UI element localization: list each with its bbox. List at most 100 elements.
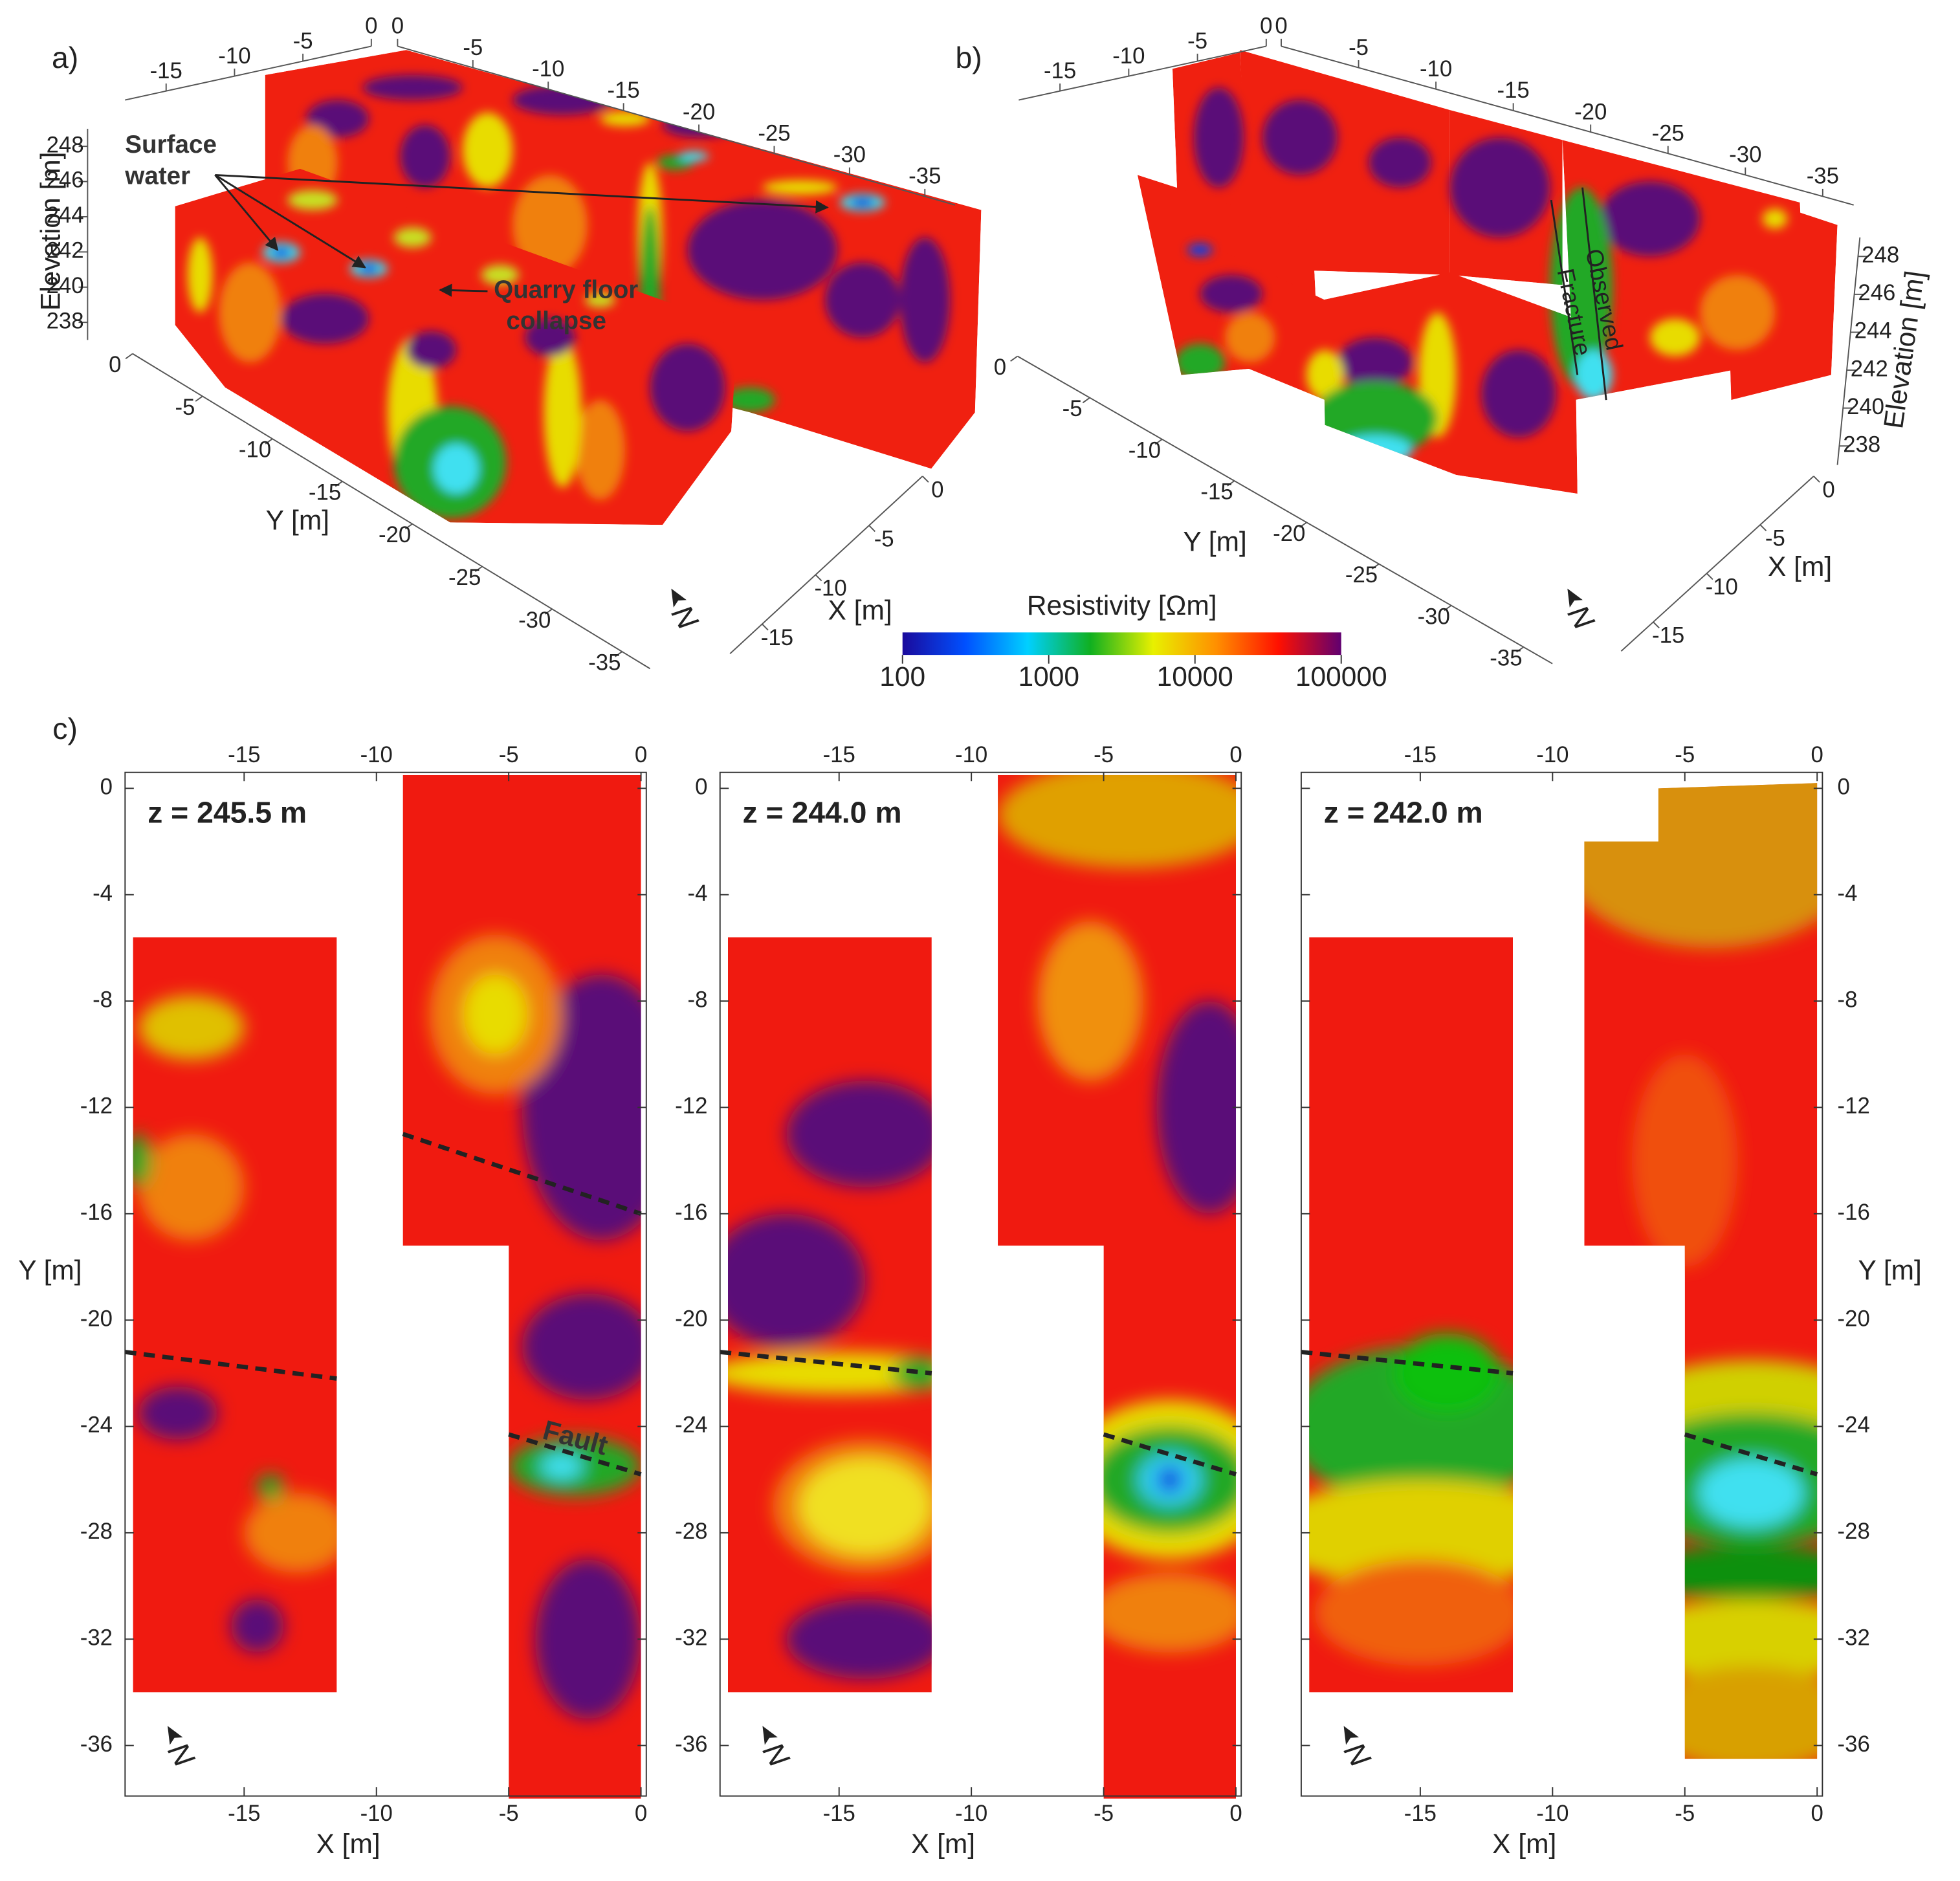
field-blob bbox=[1600, 181, 1701, 256]
tick-label: -10 bbox=[1706, 575, 1738, 600]
y-tick-label: -12 bbox=[675, 1094, 707, 1119]
field-blob bbox=[600, 111, 650, 127]
tick-label: 248 bbox=[1862, 243, 1899, 267]
y-tick-label: -28 bbox=[675, 1519, 707, 1544]
tick-mark bbox=[868, 525, 875, 533]
field-blob bbox=[824, 262, 900, 338]
tick-mark bbox=[544, 608, 553, 615]
tick-mark bbox=[1010, 355, 1019, 362]
tick-label: -35 bbox=[1807, 164, 1839, 189]
plot-frame bbox=[719, 771, 1242, 1797]
field-blobs bbox=[133, 934, 641, 1719]
annotation-arrow bbox=[214, 174, 279, 251]
field-blob bbox=[1262, 100, 1338, 175]
tick-label: 0 bbox=[1822, 478, 1834, 502]
annotation-arrow bbox=[214, 174, 366, 269]
tick-mark bbox=[265, 438, 273, 445]
tick-mark bbox=[1759, 524, 1767, 531]
field-blob bbox=[1312, 381, 1438, 457]
tick-label: -5 bbox=[1765, 526, 1785, 551]
field-blob bbox=[138, 1386, 218, 1440]
fault-line bbox=[720, 1350, 932, 1376]
y-tick-label: -20 bbox=[1838, 1306, 1870, 1331]
y-tick-label: -16 bbox=[1838, 1200, 1870, 1225]
field-blob bbox=[1309, 1479, 1580, 1587]
field-blob bbox=[725, 387, 775, 413]
x-tick-label: -10 bbox=[1536, 743, 1569, 767]
y-tick-label: 0 bbox=[695, 775, 707, 800]
tick-mark bbox=[614, 651, 622, 657]
axis-line bbox=[1836, 237, 1861, 465]
y-tick-label: 0 bbox=[100, 775, 113, 800]
field-blob bbox=[400, 125, 450, 188]
y-tick-label: -28 bbox=[80, 1519, 113, 1544]
field-blob bbox=[1200, 274, 1263, 313]
field-blob bbox=[219, 262, 281, 363]
tick-label: -20 bbox=[1574, 100, 1607, 124]
panel-label: c) bbox=[52, 712, 78, 745]
x-tick-label: -15 bbox=[1404, 743, 1437, 767]
plot-frame bbox=[1300, 771, 1823, 1797]
colorbar-tick-label: 10000 bbox=[1157, 662, 1233, 692]
tick-label: -30 bbox=[833, 143, 866, 168]
north-arrow: N bbox=[665, 588, 705, 636]
tick-mark bbox=[404, 523, 413, 530]
tick-label: -10 bbox=[814, 577, 846, 601]
field-blob bbox=[1337, 435, 1413, 465]
x-tick-label: -10 bbox=[360, 743, 393, 767]
tick-mark bbox=[1082, 397, 1090, 404]
x-tick-label: -5 bbox=[1094, 743, 1114, 767]
x-tick-label: -10 bbox=[955, 1801, 987, 1826]
field-blob bbox=[512, 85, 613, 115]
y-tick-label: -8 bbox=[1838, 987, 1858, 1012]
field-blob bbox=[1481, 349, 1556, 438]
field-blob bbox=[678, 151, 709, 162]
tick-label: -20 bbox=[379, 523, 411, 547]
tick-mark bbox=[1154, 439, 1163, 445]
field-blob bbox=[1394, 1333, 1500, 1413]
colorbar-title: Resistivity [Ωm] bbox=[1027, 591, 1217, 621]
x-axis-title: X [m] bbox=[911, 1829, 975, 1860]
x-tick-label: 0 bbox=[1229, 743, 1242, 767]
tick-label: -5 bbox=[175, 395, 195, 420]
field-blob bbox=[1649, 318, 1701, 357]
colorbar-tick-label: 100 bbox=[879, 662, 925, 692]
slice-title: z = 242.0 m bbox=[1324, 796, 1483, 830]
field-blob bbox=[462, 112, 513, 188]
fault-line bbox=[1103, 1432, 1237, 1477]
tick-label: 0 bbox=[1275, 14, 1287, 39]
resistivity-field bbox=[133, 775, 641, 1799]
x-tick-label: -5 bbox=[499, 743, 519, 767]
tick-mark bbox=[195, 395, 203, 402]
fault-line bbox=[1301, 1350, 1514, 1376]
annotation: water bbox=[124, 162, 190, 190]
field-blob bbox=[271, 247, 292, 258]
tick-mark bbox=[1813, 476, 1820, 483]
tick-label: -5 bbox=[1187, 29, 1207, 54]
tick-label: -25 bbox=[758, 121, 790, 146]
tick-label: 246 bbox=[47, 168, 84, 193]
fault-line bbox=[124, 1350, 337, 1381]
panel-label: b) bbox=[956, 41, 982, 74]
tick-label: -25 bbox=[448, 566, 481, 590]
field-blob bbox=[1306, 349, 1344, 401]
slice-title: z = 244.0 m bbox=[743, 796, 902, 830]
x-axis-title: X [m] bbox=[316, 1829, 380, 1860]
field-blob bbox=[786, 1599, 945, 1679]
north-arrow-head bbox=[1567, 588, 1583, 608]
x-tick-label: -5 bbox=[1675, 743, 1695, 767]
tick-label: 0 bbox=[391, 14, 404, 39]
field-blob bbox=[1618, 1599, 1818, 1679]
field-blob bbox=[393, 227, 432, 248]
y-tick-label: -36 bbox=[80, 1732, 113, 1757]
tick-label: -5 bbox=[1063, 397, 1083, 421]
tick-mark bbox=[1706, 573, 1713, 580]
field-blob bbox=[1645, 1666, 1818, 1759]
tick-label: 0 bbox=[1260, 14, 1272, 39]
field-blob bbox=[406, 331, 457, 369]
field-blob bbox=[1193, 87, 1244, 188]
tick-label: -15 bbox=[309, 480, 341, 505]
tick-label: -15 bbox=[1497, 78, 1530, 103]
tick-label: 0 bbox=[365, 14, 377, 39]
field-blob bbox=[892, 1357, 945, 1389]
